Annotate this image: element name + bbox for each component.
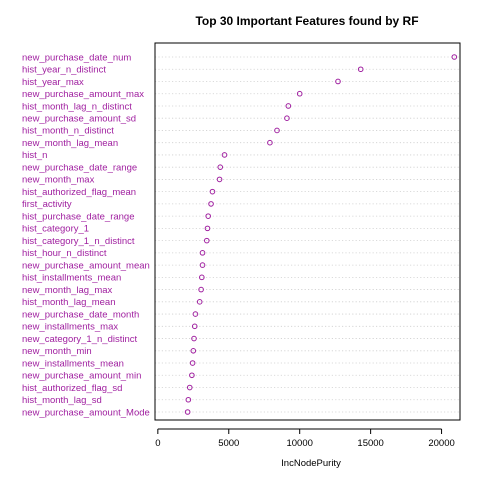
category-label: new_purchase_amount_mean [22, 260, 150, 271]
data-point [284, 115, 290, 122]
plot-frame [154, 42, 461, 421]
category-label: hist_month_n_distinct [22, 126, 114, 137]
category-label: hist_authorized_flag_mean [22, 187, 136, 198]
data-point [185, 396, 192, 403]
category-label: hist_year_n_distinct [22, 65, 106, 76]
category-label: hist_month_lag_n_distinct [22, 101, 132, 112]
category-label: new_installments_max [22, 322, 118, 333]
data-point [285, 103, 292, 109]
category-label: hist_installments_mean [22, 273, 121, 284]
category-label: new_month_max [22, 175, 95, 186]
data-point [274, 127, 280, 134]
gridlines [155, 56, 460, 413]
data-point [335, 78, 341, 85]
data-point [208, 201, 214, 207]
category-label: hist_n [22, 150, 47, 161]
category-label: new_purchase_date_range [22, 162, 137, 173]
data-points [184, 54, 458, 415]
category-label: hist_year_max [22, 77, 84, 88]
x-tick-label: 5000 [218, 438, 239, 449]
x-tick-label: 10000 [286, 438, 312, 449]
x-tick-label: 0 [155, 438, 160, 449]
data-point [216, 176, 223, 183]
data-point [203, 237, 210, 244]
data-point [199, 262, 206, 268]
data-point [196, 299, 203, 305]
category-label: new_purchase_amount_min [22, 371, 141, 382]
category-label: first_activity [22, 199, 72, 210]
data-point [190, 347, 197, 354]
data-point [221, 152, 228, 158]
category-label: new_purchase_date_num [22, 52, 131, 63]
x-axis: 0 5000 10000 15000 20000 [155, 428, 455, 449]
category-label: hist_category_1_n_distinct [22, 236, 135, 247]
category-label: hist_purchase_date_range [22, 211, 135, 222]
x-tick-label: 15000 [357, 438, 383, 449]
data-point [451, 54, 458, 60]
category-label: hist_hour_n_distinct [22, 248, 107, 259]
data-point [189, 360, 196, 366]
data-point [184, 409, 191, 415]
data-point [191, 335, 197, 342]
category-label: hist_month_lag_mean [22, 297, 115, 308]
category-label: new_purchase_amount_sd [22, 114, 136, 125]
chart-title: Top 30 Important Features found by RF [195, 14, 418, 28]
category-label: new_installments_mean [22, 358, 124, 369]
data-point [217, 164, 224, 170]
category-label: new_purchase_amount_max [22, 89, 144, 100]
category-label: new_month_min [22, 346, 92, 357]
category-label: hist_month_lag_sd [22, 395, 102, 406]
category-label: new_month_lag_max [22, 285, 113, 296]
data-point [296, 90, 303, 97]
data-point [205, 213, 211, 219]
x-tick-label: 20000 [428, 438, 454, 449]
category-label: hist_category_1 [22, 224, 89, 235]
data-point [357, 66, 364, 73]
category-label: new_purchase_amount_Mode [22, 407, 150, 418]
category-label: new_category_1_n_distinct [22, 334, 137, 345]
x-axis-title: IncNodePurity [281, 458, 341, 469]
data-point [204, 225, 211, 232]
category-label: new_purchase_date_month [22, 309, 139, 320]
data-point [198, 286, 204, 293]
data-point [189, 372, 195, 379]
data-point [186, 384, 193, 391]
category-labels: new_purchase_date_num hist_year_n_distinc… [22, 52, 150, 418]
data-point [192, 311, 199, 317]
data-point [209, 188, 216, 195]
category-label: new_month_lag_mean [22, 138, 118, 149]
data-point [267, 139, 273, 146]
data-point [199, 274, 205, 281]
data-point [191, 323, 198, 330]
data-point [199, 250, 206, 256]
category-label: hist_authorized_flag_sd [22, 383, 122, 394]
